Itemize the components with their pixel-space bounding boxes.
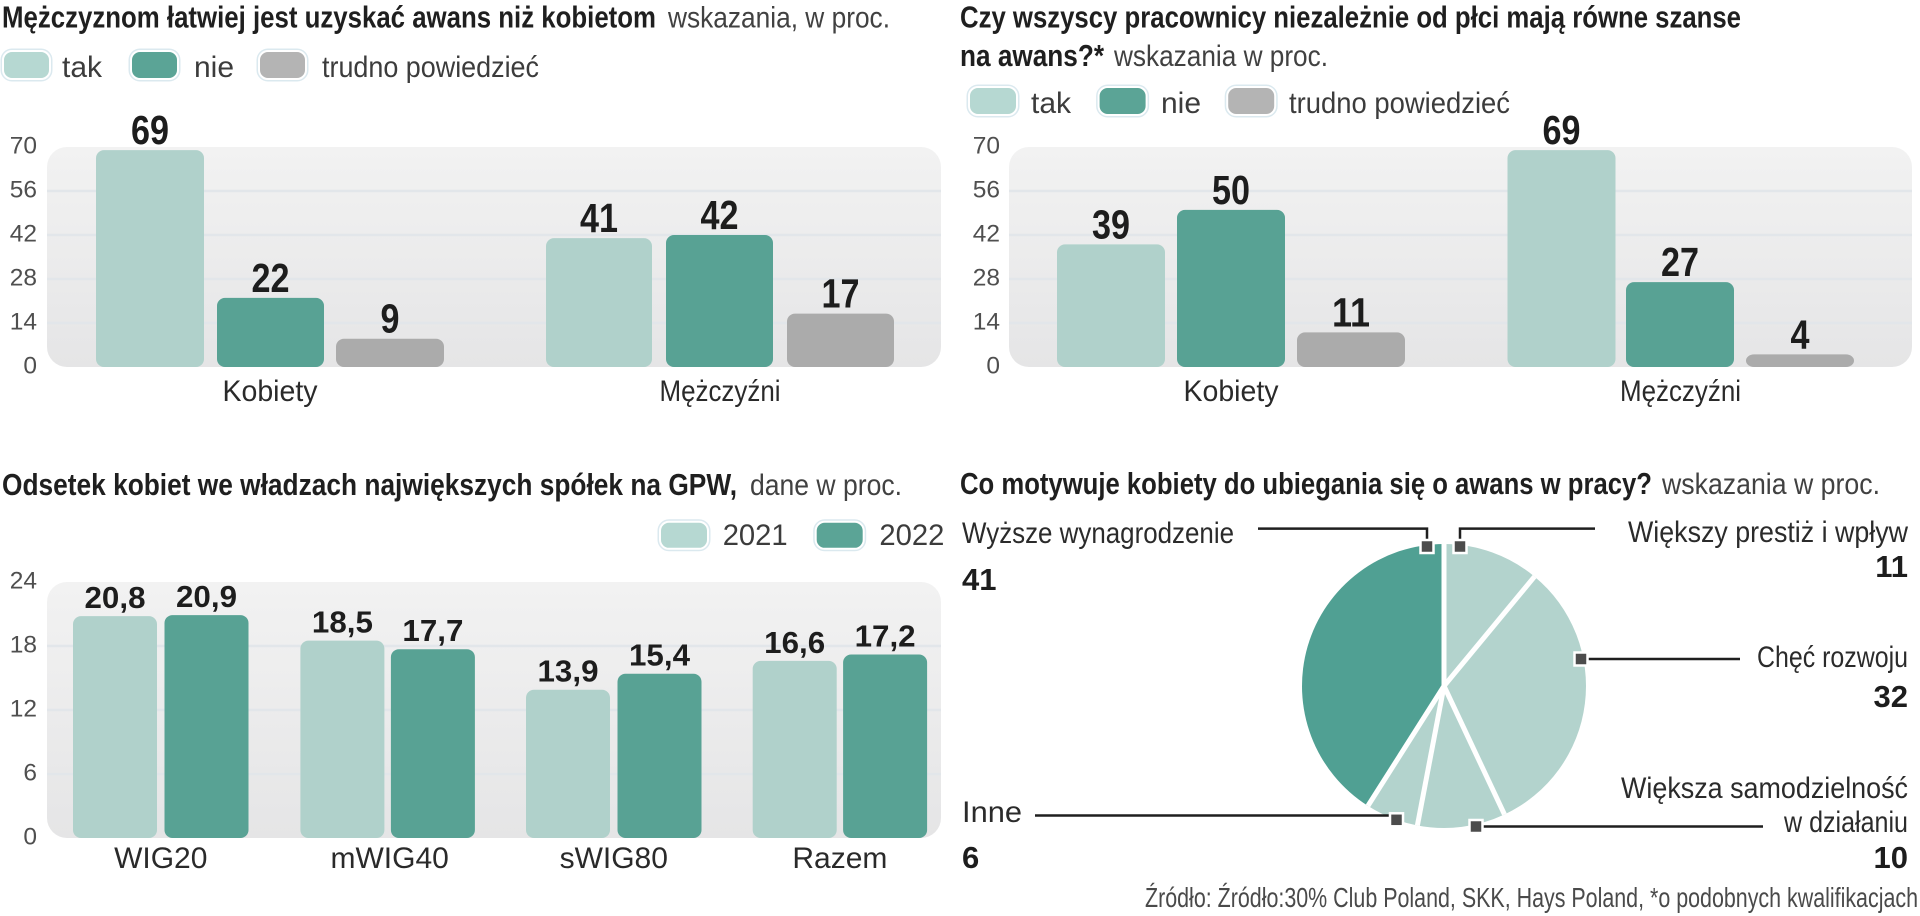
svg-text:56: 56 bbox=[10, 177, 37, 204]
svg-text:6: 6 bbox=[23, 760, 37, 787]
svg-text:39: 39 bbox=[1092, 201, 1130, 247]
svg-text:17,2: 17,2 bbox=[855, 619, 916, 654]
svg-text:69: 69 bbox=[1543, 107, 1581, 153]
svg-text:17,7: 17,7 bbox=[402, 613, 463, 648]
svg-text:w działaniu: w działaniu bbox=[1783, 806, 1908, 839]
svg-text:42: 42 bbox=[973, 221, 1000, 248]
svg-text:56: 56 bbox=[973, 177, 1000, 204]
svg-text:6: 6 bbox=[962, 840, 979, 875]
svg-text:na awans?*: na awans?* bbox=[960, 38, 1105, 73]
svg-text:trudno powiedzieć: trudno powiedzieć bbox=[322, 51, 539, 84]
svg-text:Mężczyznom łatwiej jest uzyska: Mężczyznom łatwiej jest uzyskać awans ni… bbox=[2, 0, 656, 35]
svg-text:Razem: Razem bbox=[792, 842, 887, 875]
svg-text:18: 18 bbox=[10, 632, 37, 659]
svg-text:nie: nie bbox=[1161, 87, 1201, 120]
svg-text:Odsetek kobiet we władzach naj: Odsetek kobiet we władzach największych … bbox=[2, 467, 737, 502]
svg-text:trudno powiedzieć: trudno powiedzieć bbox=[1289, 87, 1510, 120]
svg-text:15,4: 15,4 bbox=[629, 638, 691, 673]
svg-text:70: 70 bbox=[10, 133, 37, 160]
svg-text:27: 27 bbox=[1661, 239, 1699, 285]
svg-text:32: 32 bbox=[1874, 679, 1908, 714]
svg-text:11: 11 bbox=[1332, 289, 1370, 335]
svg-text:wskazania, w proc.: wskazania, w proc. bbox=[667, 2, 890, 35]
svg-text:Czy wszyscy pracownicy niezale: Czy wszyscy pracownicy niezależnie od pł… bbox=[960, 0, 1741, 35]
svg-text:nie: nie bbox=[194, 51, 234, 84]
svg-text:2021: 2021 bbox=[723, 519, 788, 552]
svg-text:22: 22 bbox=[252, 255, 290, 301]
svg-text:14: 14 bbox=[973, 309, 1000, 336]
svg-text:41: 41 bbox=[962, 562, 996, 597]
svg-text:24: 24 bbox=[10, 568, 37, 595]
svg-text:28: 28 bbox=[973, 265, 1000, 292]
svg-text:Większy prestiż i wpływ: Większy prestiż i wpływ bbox=[1628, 516, 1908, 549]
svg-text:0: 0 bbox=[23, 353, 37, 380]
svg-text:12: 12 bbox=[10, 696, 37, 723]
svg-text:70: 70 bbox=[973, 133, 1000, 160]
svg-text:50: 50 bbox=[1212, 167, 1250, 213]
svg-text:41: 41 bbox=[580, 195, 618, 241]
svg-text:Inne: Inne bbox=[962, 796, 1022, 829]
svg-text:tak: tak bbox=[62, 51, 103, 84]
svg-text:2022: 2022 bbox=[879, 519, 944, 552]
svg-text:42: 42 bbox=[10, 221, 37, 248]
svg-text:42: 42 bbox=[701, 192, 739, 238]
svg-text:14: 14 bbox=[10, 309, 37, 336]
svg-text:18,5: 18,5 bbox=[312, 605, 373, 640]
svg-text:sWIG80: sWIG80 bbox=[560, 842, 668, 875]
svg-text:WIG20: WIG20 bbox=[114, 842, 207, 875]
svg-text:Większa samodzielność: Większa samodzielność bbox=[1621, 772, 1908, 805]
svg-text:69: 69 bbox=[131, 107, 169, 153]
svg-text:Mężczyźni: Mężczyźni bbox=[1620, 375, 1741, 408]
svg-text:dane w proc.: dane w proc. bbox=[750, 469, 902, 502]
svg-text:Wyższe wynagrodzenie: Wyższe wynagrodzenie bbox=[962, 517, 1234, 550]
svg-text:mWIG40: mWIG40 bbox=[330, 842, 448, 875]
svg-text:0: 0 bbox=[986, 353, 1000, 380]
svg-text:10: 10 bbox=[1874, 840, 1908, 875]
svg-text:Źródło: Źródło:30% Club Poland: Źródło: Źródło:30% Club Poland, SKK, Hay… bbox=[1145, 882, 1918, 913]
svg-text:9: 9 bbox=[381, 296, 400, 342]
svg-text:Kobiety: Kobiety bbox=[1184, 375, 1279, 408]
svg-text:20,8: 20,8 bbox=[85, 580, 146, 615]
svg-text:17: 17 bbox=[822, 271, 860, 317]
svg-text:13,9: 13,9 bbox=[538, 654, 599, 689]
svg-text:Co motywuje kobiety do ubiegan: Co motywuje kobiety do ubiegania się o a… bbox=[960, 466, 1652, 501]
svg-text:wskazania w proc.: wskazania w proc. bbox=[1661, 468, 1880, 501]
svg-text:Chęć rozwoju: Chęć rozwoju bbox=[1757, 641, 1908, 674]
svg-text:20,9: 20,9 bbox=[176, 579, 237, 614]
svg-text:wskazania w proc.: wskazania w proc. bbox=[1113, 40, 1328, 73]
svg-text:11: 11 bbox=[1875, 549, 1908, 584]
svg-text:tak: tak bbox=[1031, 87, 1072, 120]
svg-text:Kobiety: Kobiety bbox=[223, 375, 318, 408]
svg-text:4: 4 bbox=[1791, 311, 1810, 357]
svg-text:28: 28 bbox=[10, 265, 37, 292]
svg-text:Mężczyźni: Mężczyźni bbox=[660, 375, 781, 408]
svg-text:0: 0 bbox=[23, 824, 37, 851]
svg-text:16,6: 16,6 bbox=[764, 625, 825, 660]
